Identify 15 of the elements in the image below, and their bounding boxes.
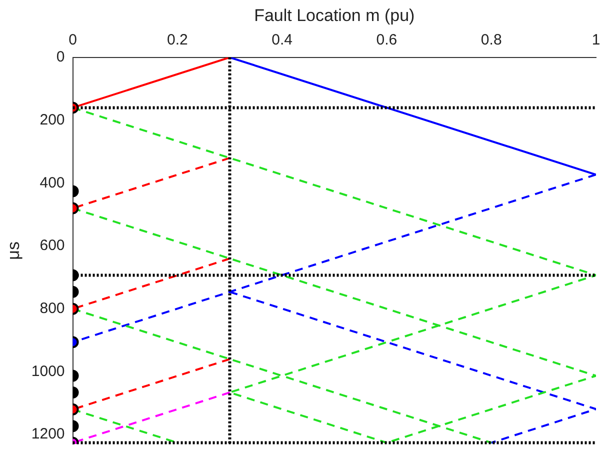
x-tick-label: 0.4	[272, 32, 292, 49]
x-axis-title: Fault Location m (pu)	[254, 6, 415, 25]
y-tick-label: 600	[40, 237, 65, 254]
y-axis-title: μs	[4, 242, 23, 260]
x-tick-label: 0	[68, 32, 77, 49]
y-tick-label: 0	[56, 48, 65, 66]
y-tick-label: 200	[40, 111, 65, 128]
y-tick-label: 1200	[31, 426, 65, 443]
y-tick-label: 800	[40, 300, 65, 317]
y-tick-label: 1000	[31, 362, 65, 380]
x-tick-label: 0.8	[480, 32, 502, 49]
x-tick-label: 0.6	[376, 32, 398, 49]
x-tick-label: 1	[592, 32, 600, 49]
x-tick-label: 0.2	[166, 32, 188, 49]
y-tick-label: 400	[40, 174, 65, 192]
